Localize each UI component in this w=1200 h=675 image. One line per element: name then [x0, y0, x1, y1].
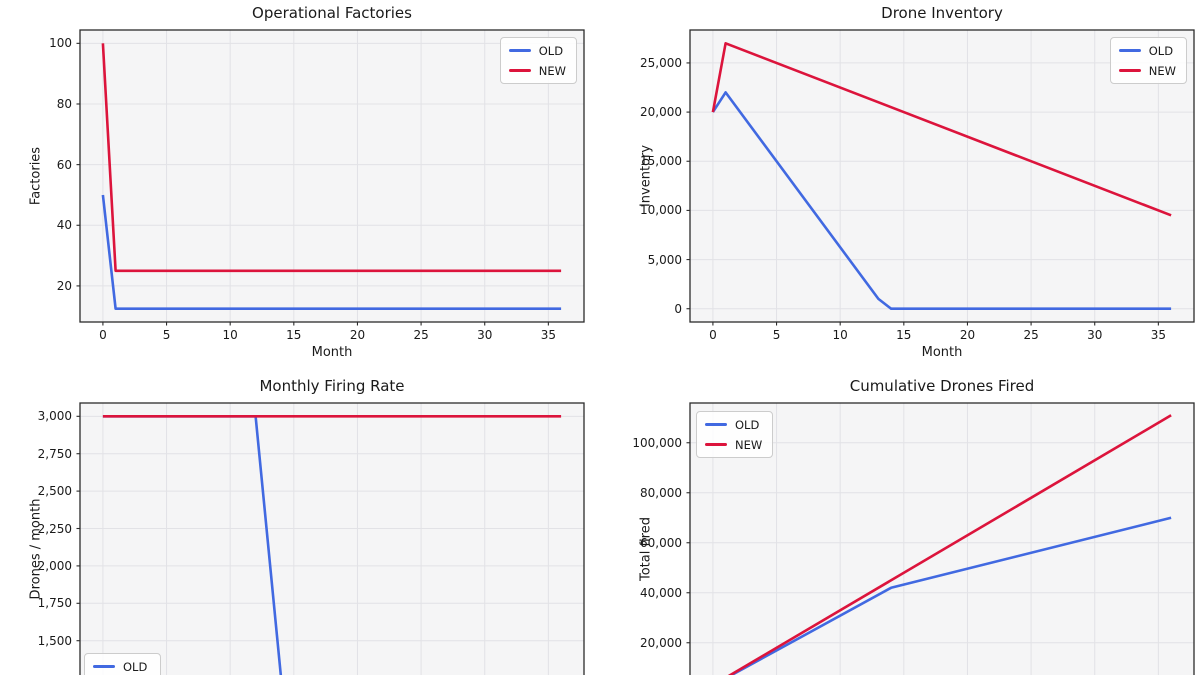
operational-factories-series-line-old: [101, 194, 562, 311]
cumulative-drones-fired-legend-label: NEW: [735, 437, 763, 452]
operational-factories-x-tick-label: 20: [349, 328, 366, 342]
drone-inventory-legend-label: OLD: [1148, 43, 1174, 58]
operational-factories-x-tick-label: 25: [413, 328, 429, 342]
cumulative-drones-fired-series-line-old: [729, 516, 1172, 675]
new-line-swatch-icon: [508, 69, 531, 72]
operational-factories-legend-item-old: OLD: [508, 43, 566, 58]
drone-inventory-x-tick-label: 0: [709, 328, 717, 342]
drone-inventory-title: Drone Inventory: [881, 4, 1003, 22]
drone-inventory-y-tick-label: 5,000: [647, 252, 682, 267]
monthly-firing-rate-y-tick-label: 1,750: [37, 596, 72, 611]
monthly-firing-rate-plot-area: [80, 403, 584, 675]
drone-inventory-legend-item-new: NEW: [1118, 63, 1176, 78]
drone-inventory-x-tick-label: 5: [772, 328, 781, 342]
drone-inventory-x-tick-label: 30: [1087, 328, 1103, 342]
drone-inventory-series-line-old: [711, 91, 1172, 311]
operational-factories-y-tick-label: 40: [56, 218, 72, 233]
monthly-firing-rate-y-tick-label: 2,500: [37, 484, 72, 499]
old-line-swatch-icon: [705, 423, 727, 426]
operational-factories-x-axis-label: Month: [311, 345, 353, 360]
drone-inventory-x-tick-label: 20: [959, 328, 976, 342]
monthly-firing-rate-y-tick-label: 2,250: [37, 521, 72, 536]
cumulative-drones-fired-legend-item-new: NEW: [705, 437, 762, 452]
drone-inventory-y-tick-label: 15,000: [640, 154, 682, 169]
drone-inventory-legend: OLD NEW: [1109, 37, 1187, 84]
new-line-swatch-icon: [705, 443, 727, 446]
operational-factories-title: Operational Factories: [252, 4, 412, 22]
monthly-firing-rate-y-tick-label: 2,750: [37, 446, 72, 461]
operational-factories-y-axis-label: Factories: [28, 146, 44, 206]
cumulative-drones-fired-title: Cumulative Drones Fired: [849, 377, 1035, 395]
monthly-firing-rate-y-tick-label: 2,000: [37, 558, 72, 573]
operational-factories-series-line-new: [101, 43, 562, 273]
old-line-swatch-icon: [508, 49, 531, 52]
drone-inventory-y-tick-label: 10,000: [640, 203, 682, 218]
old-line-swatch-icon: [1118, 49, 1141, 52]
new-line-swatch-icon: [1118, 69, 1141, 72]
drone-inventory-x-tick-label: 15: [896, 328, 912, 342]
operational-factories-x-tick-label: 0: [99, 328, 107, 342]
operational-factories-x-tick-label: 10: [222, 328, 238, 342]
cumulative-drones-fired-y-tick-label: 60,000: [640, 535, 682, 550]
monthly-firing-rate-y-tick-label: 1,500: [37, 633, 72, 648]
operational-factories-x-tick-label: 15: [286, 328, 302, 342]
operational-factories-legend: OLD NEW: [499, 37, 577, 84]
cumulative-drones-fired-axes-border: [689, 402, 1195, 675]
cumulative-drones-fired-series-line-new: [727, 414, 1172, 675]
operational-factories-axes-border: [79, 29, 585, 323]
drone-inventory-legend-item-old: OLD: [1118, 43, 1176, 58]
monthly-firing-rate-y-tick-label: 3,000: [37, 409, 72, 424]
drone-inventory-y-tick-label: 0: [674, 301, 682, 316]
cumulative-drones-fired-plot-area: [690, 403, 1194, 675]
monthly-firing-rate-axes-border: [79, 402, 585, 675]
drone-inventory-legend-label: NEW: [1148, 63, 1176, 78]
operational-factories-legend-item-new: NEW: [508, 63, 566, 78]
operational-factories-y-tick-label: 100: [49, 36, 72, 51]
cumulative-drones-fired-legend-item-old: OLD: [705, 417, 762, 432]
drone-inventory-x-tick-label: 35: [1150, 328, 1166, 342]
drone-inventory-x-axis-label: Month: [921, 345, 963, 360]
monthly-firing-rate-y-axis-label: Drones / month: [28, 498, 44, 600]
cumulative-drones-fired-y-tick-label: 100,000: [632, 435, 682, 450]
operational-factories-legend-label: OLD: [538, 43, 564, 58]
old-line-swatch-icon: [93, 665, 115, 668]
operational-factories-y-tick-label: 60: [56, 157, 72, 172]
monthly-firing-rate-legend-label: OLD: [123, 659, 148, 674]
operational-factories-y-tick-label: 80: [56, 96, 72, 111]
drone-inventory-x-tick-label: 10: [832, 328, 848, 342]
operational-factories-legend-label: NEW: [538, 63, 566, 78]
operational-factories-x-tick-label: 30: [477, 328, 493, 342]
cumulative-drones-fired-legend: OLD NEW: [696, 411, 774, 458]
monthly-firing-rate-title: Monthly Firing Rate: [259, 377, 405, 395]
cumulative-drones-fired-legend-label: OLD: [735, 417, 760, 432]
drone-inventory-y-tick-label: 25,000: [640, 55, 682, 70]
cumulative-drones-fired-y-tick-label: 20,000: [640, 635, 682, 650]
operational-factories-x-tick-label: 5: [162, 328, 171, 342]
cumulative-drones-fired-y-tick-label: 40,000: [640, 585, 682, 600]
operational-factories-x-tick-label: 35: [540, 328, 556, 342]
operational-factories-y-tick-label: 20: [56, 278, 72, 293]
drone-inventory-axes-border: [689, 29, 1195, 323]
drone-inventory-series-line-new: [711, 41, 1172, 217]
drone-inventory-y-tick-label: 20,000: [640, 105, 682, 120]
drone-inventory-x-tick-label: 25: [1023, 328, 1039, 342]
cumulative-drones-fired-y-tick-label: 80,000: [640, 485, 682, 500]
monthly-firing-rate-legend-item-old: OLD: [93, 659, 150, 674]
